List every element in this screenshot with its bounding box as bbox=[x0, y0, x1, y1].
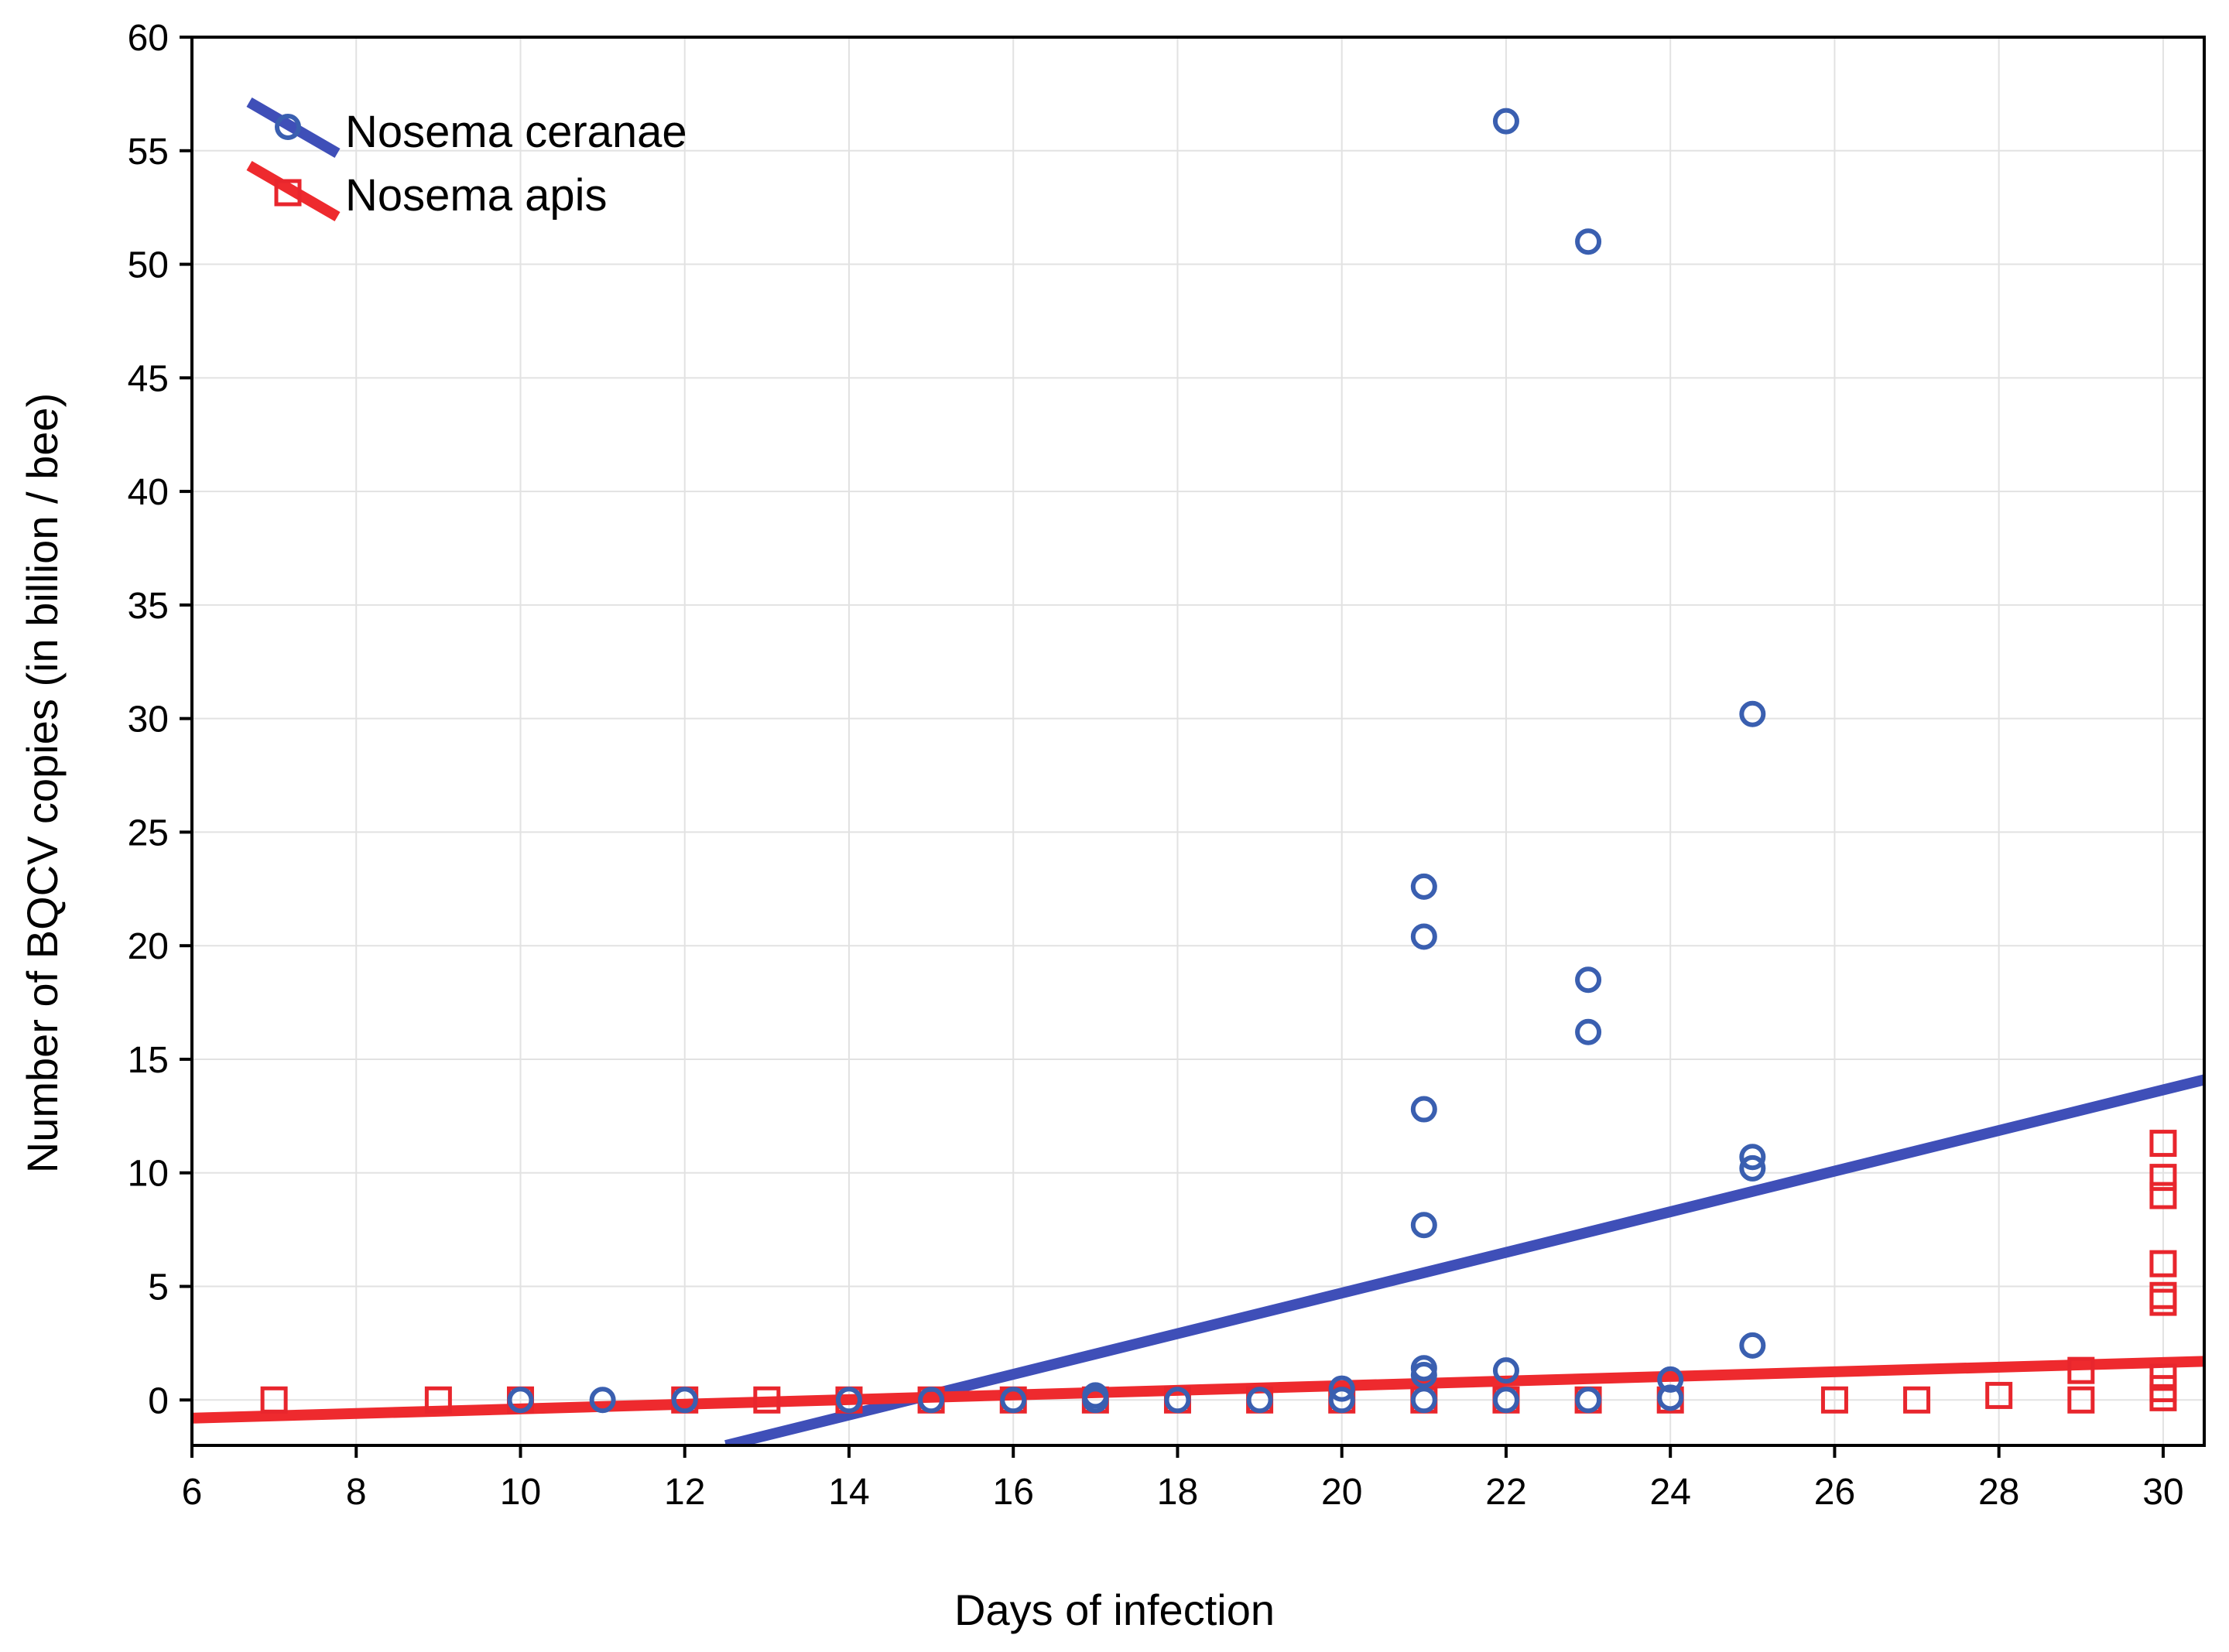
trend-line-nosema-ceranae bbox=[724, 1074, 2204, 1445]
y-tick-label: 40 bbox=[128, 472, 169, 513]
data-point-nosema-apis bbox=[2149, 1130, 2177, 1158]
data-points bbox=[260, 108, 2177, 1414]
data-point-nosema-apis bbox=[2067, 1386, 2095, 1414]
y-tick-label: 60 bbox=[128, 18, 169, 59]
y-tick-label: 25 bbox=[128, 812, 169, 853]
data-point-nosema-ceranae bbox=[1657, 1384, 1684, 1411]
data-point-nosema-ceranae bbox=[1575, 1018, 1602, 1045]
x-tick-label: 14 bbox=[828, 1472, 869, 1513]
legend-line-nosema-apis bbox=[246, 160, 341, 222]
x-tick-label: 16 bbox=[993, 1472, 1034, 1513]
legend-marker-circle bbox=[275, 114, 301, 140]
y-tick-label: 5 bbox=[148, 1267, 169, 1308]
y-axis-title: Number of BQCV copies (in billion / bee) bbox=[18, 393, 67, 1173]
y-tick-label: 15 bbox=[128, 1040, 169, 1081]
plot-frame bbox=[190, 36, 2206, 1447]
data-point-nosema-apis bbox=[260, 1386, 288, 1414]
data-point-nosema-ceranae bbox=[1000, 1387, 1027, 1414]
x-tick-label: 6 bbox=[182, 1472, 203, 1513]
legend-line-nosema-ceranae bbox=[246, 97, 341, 159]
x-tick-label: 28 bbox=[1978, 1472, 2019, 1513]
data-point-nosema-ceranae bbox=[1410, 923, 1437, 950]
data-point-nosema-apis bbox=[2149, 1182, 2177, 1209]
data-point-nosema-apis bbox=[2149, 1164, 2177, 1192]
x-tick-label: 26 bbox=[1814, 1472, 1855, 1513]
legend-label-nosema-ceranae: Nosema ceranae bbox=[345, 107, 687, 157]
data-point-nosema-apis bbox=[2067, 1356, 2095, 1384]
data-point-nosema-ceranae bbox=[1739, 700, 1766, 727]
data-point-nosema-ceranae bbox=[1657, 1366, 1684, 1393]
data-point-nosema-ceranae bbox=[671, 1387, 698, 1414]
legend-label-nosema-apis: Nosema apis bbox=[345, 170, 607, 221]
y-tick-label: 35 bbox=[128, 586, 169, 627]
x-tick-label: 8 bbox=[346, 1472, 367, 1513]
data-point-nosema-ceranae bbox=[1739, 1332, 1766, 1359]
data-point-nosema-ceranae bbox=[1410, 873, 1437, 900]
data-point-nosema-ceranae bbox=[1410, 1362, 1437, 1388]
x-tick-label: 18 bbox=[1157, 1472, 1198, 1513]
data-point-nosema-ceranae bbox=[918, 1387, 945, 1414]
data-point-nosema-apis bbox=[1820, 1386, 1848, 1414]
data-point-nosema-ceranae bbox=[1082, 1387, 1109, 1414]
axis-ticks: 6 8 10 12 14 16 18 20 22 24 26 28 30 0 5 10 15 20 25 30 35 40… bbox=[128, 18, 2184, 1513]
data-point-nosema-ceranae bbox=[1410, 1387, 1437, 1414]
x-tick-label: 30 bbox=[2142, 1472, 2183, 1513]
x-axis-title: Days of infection bbox=[954, 1585, 1275, 1634]
data-point-nosema-ceranae bbox=[1492, 1387, 1519, 1414]
data-point-nosema-ceranae bbox=[1164, 1387, 1191, 1414]
data-point-nosema-ceranae bbox=[1410, 1212, 1437, 1239]
legend-item-nosema-apis: Nosema apis bbox=[246, 160, 607, 222]
y-tick-label: 20 bbox=[128, 926, 169, 967]
data-point-nosema-ceranae bbox=[1410, 1096, 1437, 1123]
data-point-nosema-apis bbox=[2149, 1288, 2177, 1316]
x-tick-label: 24 bbox=[1650, 1472, 1691, 1513]
x-tick-label: 20 bbox=[1321, 1472, 1362, 1513]
data-point-nosema-apis bbox=[424, 1386, 452, 1414]
data-point-nosema-ceranae bbox=[1328, 1375, 1355, 1402]
data-point-nosema-ceranae bbox=[835, 1387, 862, 1414]
data-point-nosema-ceranae bbox=[1246, 1387, 1273, 1414]
x-tick-label: 10 bbox=[500, 1472, 541, 1513]
data-point-nosema-apis bbox=[2149, 1384, 2177, 1411]
data-point-nosema-ceranae bbox=[1575, 228, 1602, 255]
x-tick-label: 12 bbox=[664, 1472, 705, 1513]
data-point-nosema-ceranae bbox=[1492, 1357, 1519, 1384]
y-tick-label: 30 bbox=[128, 699, 169, 740]
y-tick-label: 50 bbox=[128, 245, 169, 286]
data-point-nosema-ceranae bbox=[589, 1387, 616, 1414]
y-tick-label: 0 bbox=[148, 1380, 169, 1421]
data-point-nosema-ceranae bbox=[1739, 1144, 1766, 1171]
legend-item-nosema-ceranae: Nosema ceranae bbox=[246, 97, 687, 159]
y-tick-label: 45 bbox=[128, 358, 169, 399]
y-tick-label: 10 bbox=[128, 1154, 169, 1195]
x-tick-label: 22 bbox=[1485, 1472, 1526, 1513]
data-point-nosema-ceranae bbox=[507, 1387, 534, 1414]
y-tick-label: 55 bbox=[128, 132, 169, 173]
data-point-nosema-apis bbox=[1903, 1386, 1931, 1414]
data-point-nosema-ceranae bbox=[1575, 966, 1602, 994]
data-point-nosema-apis bbox=[2149, 1250, 2177, 1277]
data-point-nosema-apis bbox=[753, 1386, 781, 1414]
data-point-nosema-ceranae bbox=[1739, 1154, 1766, 1182]
data-point-nosema-apis bbox=[1985, 1381, 2013, 1409]
grid-lines bbox=[191, 36, 2204, 1445]
data-point-nosema-ceranae bbox=[1575, 1387, 1602, 1414]
legend: Nosema ceranae Nosema apis bbox=[246, 97, 687, 222]
legend-marker-square bbox=[274, 179, 302, 207]
data-point-nosema-ceranae bbox=[1492, 108, 1519, 135]
data-point-nosema-ceranae bbox=[1328, 1387, 1355, 1414]
